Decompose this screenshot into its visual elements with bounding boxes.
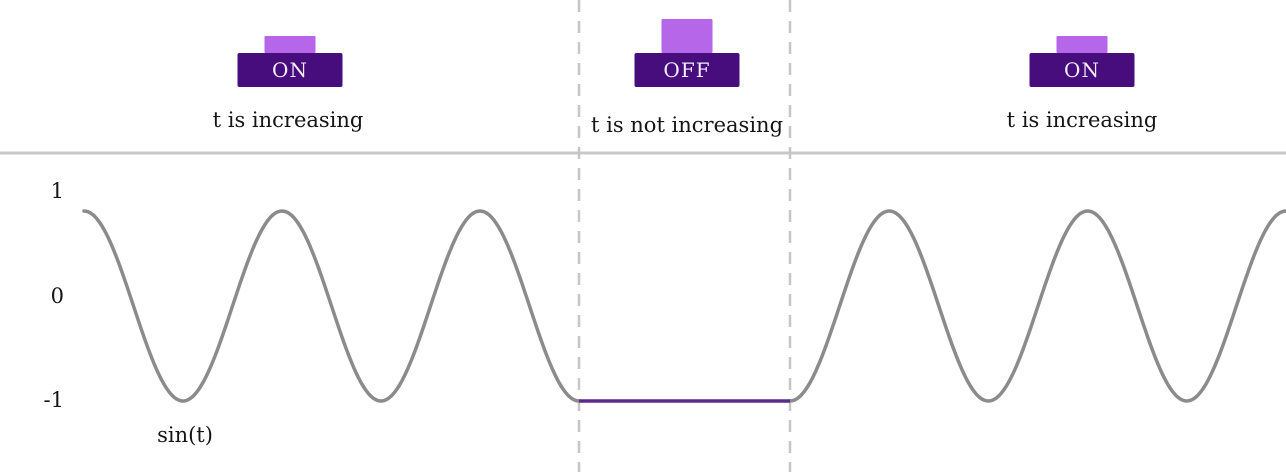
switch-lever-icon	[661, 19, 713, 53]
region-label-3: t is increasing	[1006, 108, 1158, 132]
region-label-1: t is increasing	[212, 108, 364, 132]
y-tick-0: 0	[50, 284, 64, 308]
curve-label: sin(t)	[157, 423, 213, 447]
switch-lever-icon	[1056, 36, 1108, 53]
y-tick-1: 1	[50, 179, 64, 203]
toggle-switch-3[interactable]: ON	[1029, 36, 1135, 87]
toggle-switch-1[interactable]: ON	[237, 36, 343, 87]
switch-state-label: OFF	[634, 53, 740, 87]
switch-lever-icon	[264, 36, 316, 53]
region-label-2: t is not increasing	[590, 113, 784, 137]
sine-wave-path	[82, 209, 1286, 403]
switch-state-label: ON	[1029, 53, 1135, 87]
switch-state-label: ON	[237, 53, 343, 87]
toggle-switch-2[interactable]: OFF	[634, 19, 740, 87]
y-tick-neg1: -1	[43, 388, 64, 412]
